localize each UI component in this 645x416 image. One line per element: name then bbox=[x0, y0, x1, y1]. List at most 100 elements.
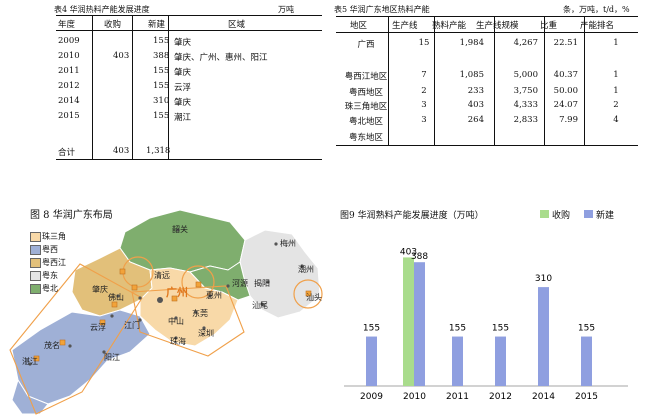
table5-header-4: 比重 bbox=[540, 21, 558, 31]
bar-label-new: 155 bbox=[363, 324, 380, 334]
map-legend-swatch bbox=[30, 284, 41, 294]
bar-new bbox=[538, 287, 549, 386]
city-label: 韶关 bbox=[172, 224, 188, 234]
table4-new: 310 bbox=[153, 96, 170, 106]
table4-year: 2014 bbox=[58, 96, 80, 106]
table4-total-label: 合计 bbox=[58, 148, 76, 158]
table5-header-0: 地区 bbox=[350, 21, 368, 31]
table5-region: 粤东地区 bbox=[348, 133, 383, 143]
table5-scale: 5,000 bbox=[513, 70, 538, 80]
city-label: 深圳 bbox=[198, 328, 214, 338]
map-legend-swatch bbox=[30, 258, 41, 268]
table4-year: 2012 bbox=[58, 81, 80, 91]
table4-new: 155 bbox=[153, 36, 170, 46]
city-label: 东莞 bbox=[192, 308, 208, 318]
table4-new: 155 bbox=[153, 81, 170, 91]
table5-lines: 15 bbox=[418, 38, 430, 48]
chart9-legend-label: 收购 bbox=[552, 211, 571, 221]
table5-capacity: 264 bbox=[467, 115, 484, 125]
table4-header-0: 年度 bbox=[58, 20, 76, 30]
table5-header-5: 产能排名 bbox=[580, 21, 615, 31]
table5-region: 粤北地区 bbox=[348, 117, 383, 127]
table5-unit: 条，万吨，t/d，% bbox=[563, 5, 630, 14]
table5-header-1: 生产线 bbox=[392, 21, 418, 31]
map-legend-label: 粤西江 bbox=[42, 258, 66, 267]
map-title: 图 8 华润广东布局 bbox=[30, 210, 113, 221]
city-label: 阳江 bbox=[104, 353, 120, 362]
bar-new bbox=[366, 336, 377, 386]
table4-title: 表4 华润热料产能发展进度 bbox=[54, 5, 150, 14]
city-label: 茂名 bbox=[44, 340, 60, 350]
table5-col-line bbox=[494, 17, 495, 145]
conghua-circle bbox=[181, 265, 215, 299]
table5-lines: 7 bbox=[421, 70, 427, 80]
table5-lines: 2 bbox=[421, 86, 427, 96]
city-label: 揭阳 bbox=[254, 278, 270, 288]
table4-year: 2009 bbox=[58, 36, 80, 46]
map-legend-label: 粤北 bbox=[42, 284, 58, 293]
chart9-title: 图9 华润熟料产能发展进度（万吨） bbox=[340, 211, 484, 221]
bar-label-new: 155 bbox=[449, 324, 466, 334]
chart9-legend-label: 新建 bbox=[596, 211, 615, 221]
table5-rank: 1 bbox=[613, 70, 619, 80]
city-label: 河源 bbox=[232, 278, 248, 288]
table5-capacity: 1,085 bbox=[459, 70, 484, 80]
table5-rank: 1 bbox=[613, 38, 619, 48]
table5-rank: 4 bbox=[613, 115, 619, 125]
x-tick-label: 2011 bbox=[446, 392, 469, 402]
table5-region: 广西 bbox=[357, 40, 375, 50]
map-legend-label: 珠三角 bbox=[42, 232, 66, 241]
table5-col-line bbox=[388, 17, 389, 145]
table5-col-line bbox=[434, 17, 435, 145]
shantou-circle bbox=[293, 279, 323, 309]
city-label: 清远 bbox=[154, 270, 170, 280]
chart9-legend-swatch bbox=[584, 210, 593, 218]
map-legend-swatch bbox=[30, 271, 41, 281]
table5-top-rule bbox=[336, 16, 638, 18]
chart9-legend-swatch bbox=[540, 210, 549, 218]
table4-new: 388 bbox=[153, 51, 170, 61]
bar-acquired bbox=[403, 257, 414, 386]
table5-rank: 2 bbox=[613, 100, 619, 110]
x-tick-label: 2010 bbox=[403, 392, 426, 402]
table4-bottom-rule bbox=[56, 159, 322, 161]
bar-label-new: 155 bbox=[578, 324, 595, 334]
table4-year: 2010 bbox=[58, 51, 80, 61]
table5-share: 24.07 bbox=[553, 100, 578, 110]
table4-region: 潮江 bbox=[174, 113, 192, 123]
table5-header-2: 熟料产能 bbox=[432, 21, 467, 31]
x-tick-label: 2012 bbox=[489, 392, 512, 402]
bar-new bbox=[581, 336, 592, 386]
plant-markers bbox=[33, 268, 312, 362]
table5-region: 粤西江地区 bbox=[344, 72, 388, 82]
table4-header-1: 收购 bbox=[104, 20, 122, 30]
bar-label-new: 310 bbox=[535, 274, 552, 284]
table4-region: 肇庆、广州、惠州、阳江 bbox=[174, 53, 268, 63]
table4-new: 155 bbox=[153, 66, 170, 76]
table4-region: 肇庆 bbox=[174, 98, 192, 108]
yuexi-boundary bbox=[9, 263, 143, 415]
map-legend-swatch bbox=[30, 245, 41, 255]
map-legend-label: 粤西 bbox=[42, 245, 58, 254]
x-tick-label: 2009 bbox=[360, 392, 383, 402]
x-tick-label: 2015 bbox=[575, 392, 598, 402]
table5-capacity: 1,984 bbox=[459, 38, 484, 48]
city-label: 惠州 bbox=[206, 290, 222, 300]
table5-share: 50.00 bbox=[553, 86, 578, 96]
table4-region: 云浮 bbox=[174, 83, 192, 93]
table5-col-line bbox=[584, 17, 585, 145]
table5-share: 7.99 bbox=[559, 115, 578, 125]
table4-year: 2015 bbox=[58, 111, 80, 121]
table5-lines: 3 bbox=[421, 100, 427, 110]
table4-col-line bbox=[168, 16, 169, 159]
city-label: 肇庆 bbox=[92, 284, 108, 294]
table4-unit: 万吨 bbox=[278, 5, 294, 14]
city-label: 湛江 bbox=[22, 357, 38, 366]
city-label: 中山 bbox=[168, 316, 184, 326]
table5-header-rule bbox=[336, 32, 638, 33]
table5-title: 表5 华润广东地区热料产能 bbox=[334, 5, 430, 14]
city-label: 汕尾 bbox=[252, 300, 268, 310]
